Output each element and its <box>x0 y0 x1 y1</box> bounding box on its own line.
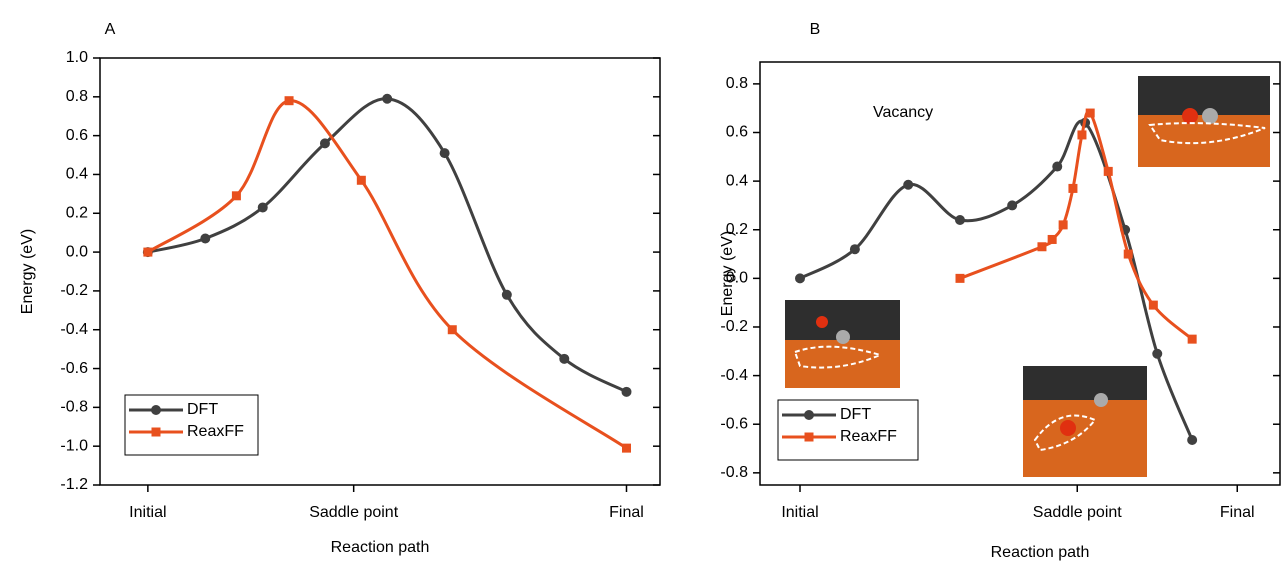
marker <box>849 244 860 255</box>
marker <box>143 247 153 257</box>
marker <box>284 96 294 106</box>
y-tick-label: -0.2 <box>60 282 88 299</box>
marker <box>1148 300 1158 310</box>
marker <box>200 233 211 244</box>
x-tick-label: Initial <box>129 504 166 521</box>
legend: DFT ReaxFF <box>124 394 259 456</box>
y-tick-label: 0.8 <box>726 75 748 92</box>
marker <box>795 273 805 284</box>
marker <box>1103 166 1113 176</box>
marker <box>501 289 512 300</box>
marker <box>1123 249 1133 259</box>
legend-label: ReaxFF <box>187 423 244 440</box>
x-axis-label: Reaction path <box>991 544 1090 561</box>
marker <box>1085 108 1095 118</box>
marker <box>955 215 965 226</box>
legend-label: DFT <box>187 401 218 418</box>
plot-frame <box>99 57 661 486</box>
inset-image <box>1138 76 1270 167</box>
y-tick-label: 0.6 <box>726 124 748 141</box>
marker <box>621 386 632 397</box>
marker <box>1187 435 1198 446</box>
series-line <box>147 97 628 394</box>
y-tick-label: -1.0 <box>60 437 88 454</box>
x-tick-label: Saddle point <box>1033 504 1123 521</box>
marker <box>1052 161 1063 172</box>
marker <box>1047 234 1057 244</box>
marker <box>319 138 330 149</box>
marker <box>231 191 241 201</box>
annotation: Vacancy <box>873 104 933 121</box>
y-axis-label: Energy (eV) <box>719 231 736 316</box>
marker <box>1037 242 1047 252</box>
marker <box>1068 183 1078 193</box>
y-tick-label: 1.0 <box>66 49 88 66</box>
y-axis-label: Energy (eV) <box>19 229 36 314</box>
x-axis-label: Reaction path <box>331 539 430 556</box>
y-tick-label: -0.4 <box>60 321 88 338</box>
y-tick-label: 0.0 <box>66 243 88 260</box>
x-tick-label: Final <box>609 504 644 521</box>
panel-label: B <box>810 21 821 38</box>
y-tick-label: -0.6 <box>60 360 88 377</box>
marker <box>382 93 393 104</box>
marker <box>1152 348 1163 359</box>
marker <box>151 405 161 415</box>
y-tick-label: 0.4 <box>66 166 88 183</box>
marker <box>955 273 965 283</box>
y-tick-label: 0.4 <box>726 172 748 189</box>
marker <box>804 432 814 442</box>
marker <box>1058 220 1068 230</box>
marker <box>356 175 366 185</box>
marker <box>151 427 161 437</box>
x-tick-label: Final <box>1220 504 1255 521</box>
y-tick-label: -0.2 <box>720 318 748 335</box>
legend: DFT ReaxFF <box>777 399 919 461</box>
marker <box>447 325 457 335</box>
plot-frame <box>759 61 1281 486</box>
inset-image <box>1023 366 1147 477</box>
inset-image <box>785 300 900 388</box>
y-tick-label: -0.8 <box>60 399 88 416</box>
y-tick-label: 0.8 <box>66 88 88 105</box>
y-tick-label: -0.8 <box>720 464 748 481</box>
x-tick-label: Saddle point <box>309 504 399 521</box>
y-tick-label: -0.4 <box>720 367 748 384</box>
y-tick-label: 0.0 <box>726 270 748 287</box>
y-tick-label: 0.6 <box>66 127 88 144</box>
y-tick-label: 0.2 <box>726 221 748 238</box>
x-tick-label: Initial <box>781 504 818 521</box>
legend-box <box>124 394 259 456</box>
marker <box>804 410 814 420</box>
marker <box>439 148 450 159</box>
panel-label: A <box>105 21 116 38</box>
y-tick-label: 0.2 <box>66 204 88 221</box>
y-tick-label: -0.6 <box>720 415 748 432</box>
legend-label: ReaxFF <box>840 428 897 445</box>
marker <box>903 179 914 190</box>
marker <box>257 202 268 213</box>
marker <box>1007 200 1018 211</box>
marker <box>1077 130 1087 140</box>
marker <box>559 353 570 364</box>
marker <box>621 443 631 453</box>
legend-box <box>777 399 919 461</box>
marker <box>1187 334 1197 344</box>
y-tick-label: -1.2 <box>60 476 88 493</box>
legend-label: DFT <box>840 406 871 423</box>
